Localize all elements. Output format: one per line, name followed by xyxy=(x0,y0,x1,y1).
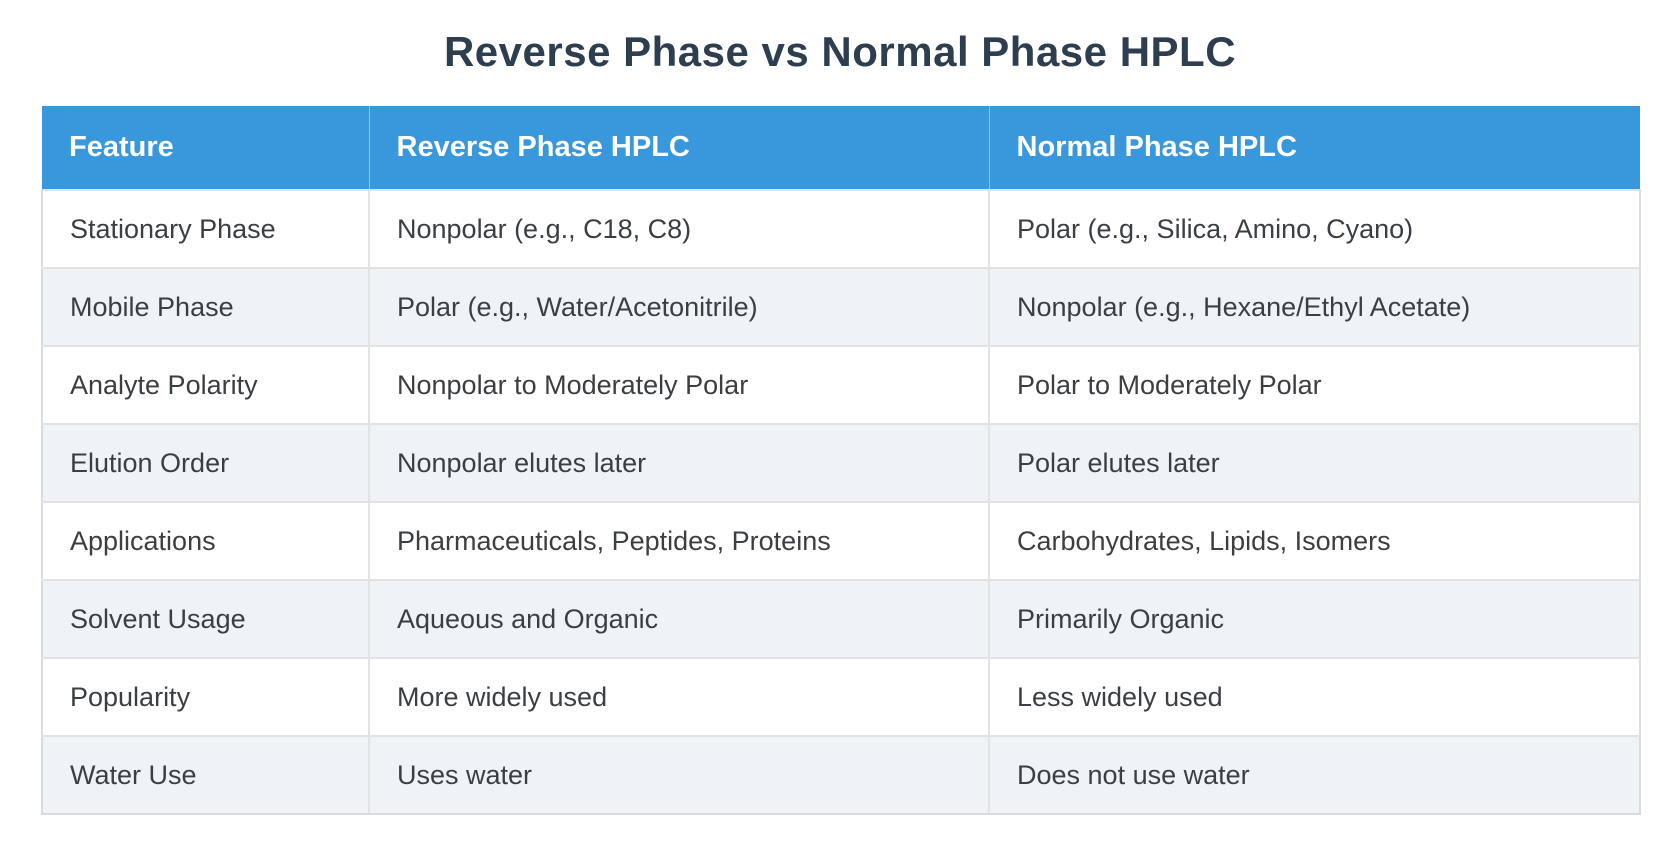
feature-cell: Stationary Phase xyxy=(41,189,370,269)
reverse-phase-cell: Pharmaceuticals, Peptides, Proteins xyxy=(368,501,990,581)
table-row: Stationary Phase Nonpolar (e.g., C18, C8… xyxy=(41,189,1641,269)
reverse-phase-cell: Nonpolar elutes later xyxy=(368,423,990,503)
table-row: Mobile Phase Polar (e.g., Water/Acetonit… xyxy=(41,267,1641,347)
normal-phase-cell: Less widely used xyxy=(988,657,1641,737)
normal-phase-cell: Polar to Moderately Polar xyxy=(988,345,1641,425)
feature-cell: Water Use xyxy=(41,735,370,815)
table-row: Analyte Polarity Nonpolar to Moderately … xyxy=(41,345,1641,425)
normal-phase-cell: Carbohydrates, Lipids, Isomers xyxy=(988,501,1641,581)
reverse-phase-cell: More widely used xyxy=(368,657,990,737)
table-row: Elution Order Nonpolar elutes later Pola… xyxy=(41,423,1641,503)
reverse-phase-cell: Nonpolar to Moderately Polar xyxy=(368,345,990,425)
reverse-phase-cell: Polar (e.g., Water/Acetonitrile) xyxy=(368,267,990,347)
feature-cell: Elution Order xyxy=(41,423,370,503)
normal-phase-cell: Primarily Organic xyxy=(988,579,1641,659)
feature-cell: Mobile Phase xyxy=(41,267,370,347)
reverse-phase-cell: Aqueous and Organic xyxy=(368,579,990,659)
table-row: Applications Pharmaceuticals, Peptides, … xyxy=(41,501,1641,581)
feature-cell: Analyte Polarity xyxy=(41,345,370,425)
normal-phase-cell: Polar (e.g., Silica, Amino, Cyano) xyxy=(988,189,1641,269)
table-row: Solvent Usage Aqueous and Organic Primar… xyxy=(41,579,1641,659)
page-title: Reverse Phase vs Normal Phase HPLC xyxy=(443,28,1237,75)
column-header-feature: Feature xyxy=(42,106,369,190)
feature-cell: Solvent Usage xyxy=(41,579,370,659)
normal-phase-cell: Polar elutes later xyxy=(988,423,1641,503)
column-header-normal-phase: Normal Phase HPLC xyxy=(988,106,1640,190)
hplc-comparison-table: Feature Reverse Phase HPLC Normal Phase … xyxy=(41,106,1641,815)
table-row: Popularity More widely used Less widely … xyxy=(41,657,1641,737)
column-header-reverse-phase: Reverse Phase HPLC xyxy=(368,106,989,190)
feature-cell: Popularity xyxy=(41,657,370,737)
reverse-phase-cell: Uses water xyxy=(368,735,990,815)
feature-cell: Applications xyxy=(41,501,370,581)
normal-phase-cell: Nonpolar (e.g., Hexane/Ethyl Acetate) xyxy=(988,267,1641,347)
header-row: Feature Reverse Phase HPLC Normal Phase … xyxy=(42,106,1640,190)
normal-phase-cell: Does not use water xyxy=(988,735,1641,815)
table-row: Water Use Uses water Does not use water xyxy=(41,735,1641,815)
reverse-phase-cell: Nonpolar (e.g., C18, C8) xyxy=(368,189,990,269)
